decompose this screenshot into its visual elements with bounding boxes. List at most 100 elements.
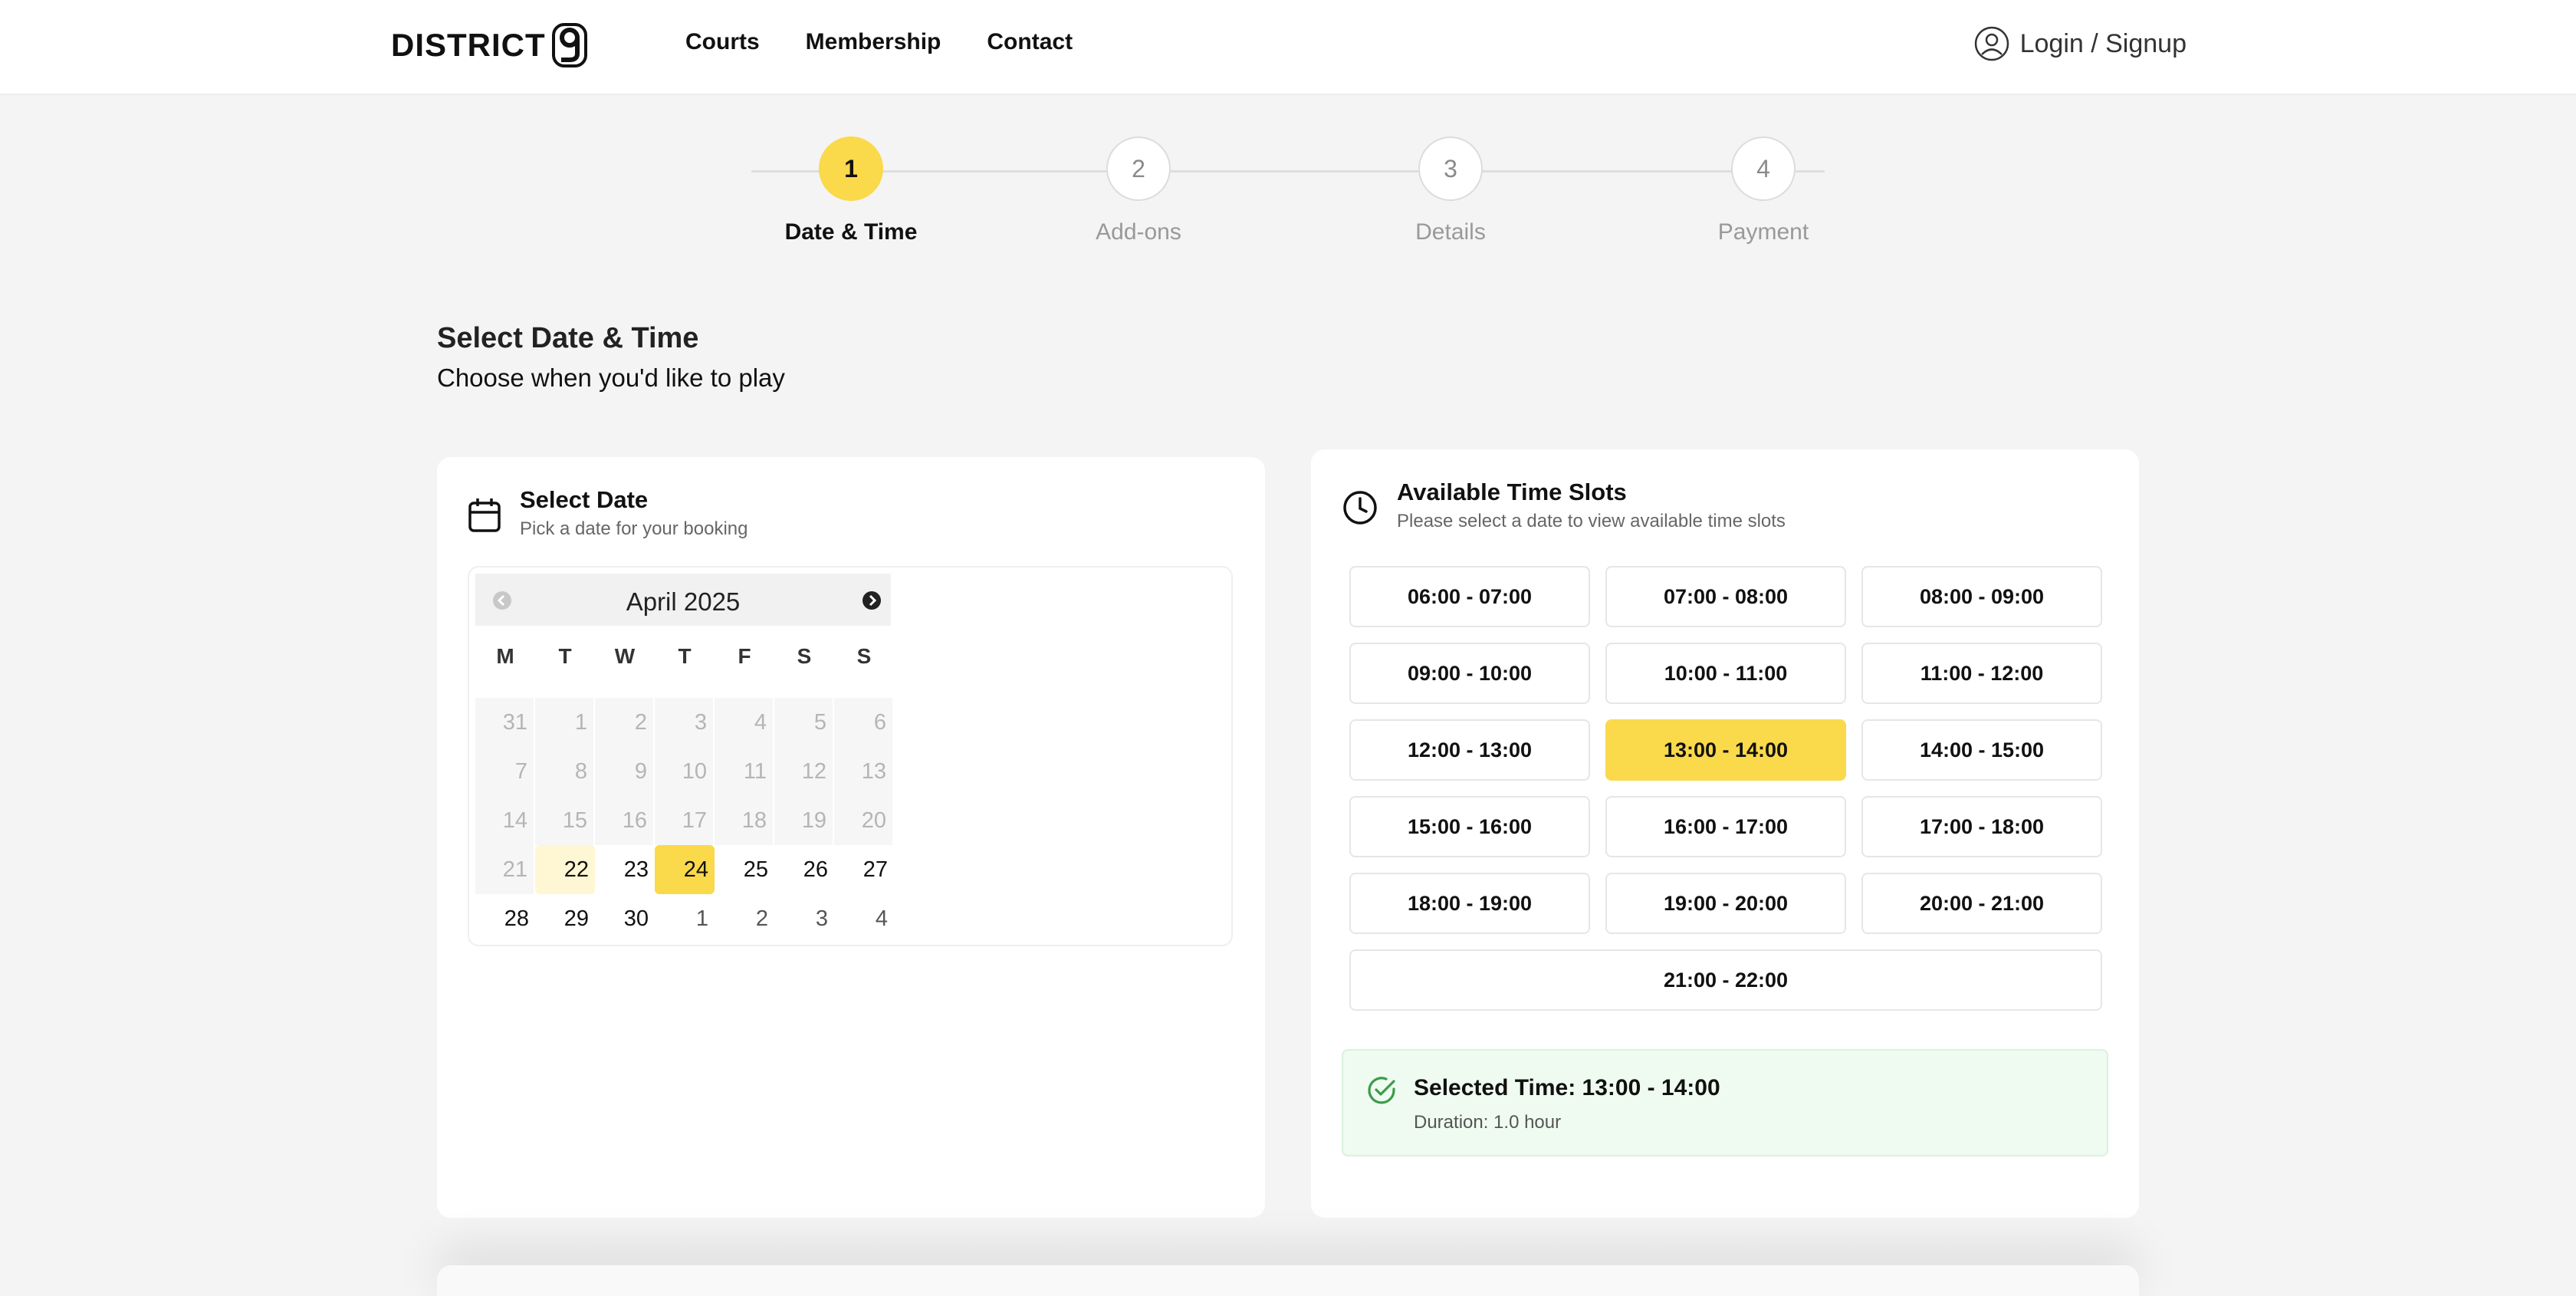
calendar-day-disabled: 18 <box>715 796 773 845</box>
calendar-day-disabled: 11 <box>715 747 773 796</box>
calendar-day-disabled: 15 <box>535 796 593 845</box>
time-slot-button[interactable]: 07:00 - 08:00 <box>1605 566 1846 627</box>
calendar-day[interactable]: 29 <box>564 906 589 931</box>
next-month-icon[interactable] <box>862 590 882 610</box>
login-signup-button[interactable]: Login / Signup <box>1974 26 2187 61</box>
select-date-card: Select Date Pick a date for your booking… <box>437 457 1265 1218</box>
user-circle-icon <box>1974 26 2009 61</box>
step-details[interactable]: 3 Details <box>1351 137 1550 245</box>
weekday-label: W <box>614 644 636 668</box>
calendar-day-disabled: 5 <box>774 698 833 747</box>
weekday-label: S <box>797 644 812 668</box>
calendar-navigation: April 2025 <box>475 574 891 626</box>
site-header: DISTRICT Courts Membership Contact Login… <box>0 0 2576 95</box>
nav-membership[interactable]: Membership <box>805 29 941 54</box>
nav-contact[interactable]: Contact <box>987 29 1073 54</box>
calendar-day[interactable]: 28 <box>504 906 529 931</box>
calendar-day-disabled: 14 <box>475 796 534 845</box>
login-signup-label: Login / Signup <box>2019 28 2187 58</box>
brand-logo[interactable]: DISTRICT <box>391 18 587 72</box>
time-slots-header: Available Time Slots Please select a dat… <box>1342 479 1786 532</box>
time-slot-button[interactable]: 18:00 - 19:00 <box>1349 873 1590 934</box>
calendar-day-disabled: 19 <box>774 796 833 845</box>
nav-courts[interactable]: Courts <box>685 29 760 54</box>
time-slot-button[interactable]: 08:00 - 09:00 <box>1861 566 2102 627</box>
calendar-month-label: April 2025 <box>626 587 741 616</box>
calendar-day[interactable]: 30 <box>623 906 649 931</box>
brand-mark-icon <box>551 23 587 67</box>
weekday-label: T <box>678 644 692 668</box>
selected-time-summary: Selected Time: 13:00 - 14:00 Duration: 1… <box>1342 1049 2108 1156</box>
select-date-subtitle: Pick a date for your booking <box>520 518 748 539</box>
step-label: Add-ons <box>1096 219 1181 245</box>
previous-month-icon[interactable] <box>492 590 512 610</box>
select-date-title: Select Date <box>520 486 649 513</box>
time-slot-grid: 06:00 - 07:00 07:00 - 08:00 08:00 - 09:0… <box>1349 566 2102 1011</box>
calendar-day-disabled: 20 <box>834 796 892 845</box>
step-number: 2 <box>1106 137 1171 201</box>
calendar-icon <box>468 498 501 532</box>
calendar-day-disabled: 31 <box>475 698 534 747</box>
calendar-day-today[interactable]: 22 <box>535 845 595 894</box>
time-slot-button[interactable]: 12:00 - 13:00 <box>1349 719 1590 781</box>
calendar-day-disabled: 13 <box>834 747 892 796</box>
step-number: 4 <box>1731 137 1796 201</box>
time-slot-button[interactable]: 11:00 - 12:00 <box>1861 643 2102 704</box>
calendar-day-disabled: 17 <box>655 796 713 845</box>
time-slot-button[interactable]: 20:00 - 21:00 <box>1861 873 2102 934</box>
time-slots-card: Available Time Slots Please select a dat… <box>1311 449 2139 1218</box>
calendar-day-disabled: 1 <box>535 698 593 747</box>
time-slot-button[interactable]: 21:00 - 22:00 <box>1349 949 2102 1011</box>
calendar-day[interactable]: 26 <box>803 857 828 882</box>
section-subtitle: Choose when you'd like to play <box>437 363 785 392</box>
calendar-day-disabled: 12 <box>774 747 833 796</box>
calendar-day-disabled: 21 <box>475 845 534 894</box>
weekday-label: T <box>558 644 572 668</box>
step-number: 1 <box>819 137 883 201</box>
step-number: 3 <box>1418 137 1483 201</box>
time-slot-button[interactable]: 06:00 - 07:00 <box>1349 566 1590 627</box>
calendar-day[interactable]: 25 <box>743 857 768 882</box>
time-slot-button[interactable]: 15:00 - 16:00 <box>1349 796 1590 857</box>
section-title: Select Date & Time <box>437 322 699 354</box>
time-slot-button[interactable]: 10:00 - 11:00 <box>1605 643 1846 704</box>
calendar-day-next-month[interactable]: 2 <box>755 906 768 931</box>
time-slots-title: Available Time Slots <box>1397 479 1627 505</box>
step-add-ons[interactable]: 2 Add-ons <box>1039 137 1238 245</box>
calendar-day-next-month[interactable]: 4 <box>875 906 888 931</box>
calendar-day-disabled: 3 <box>655 698 713 747</box>
calendar-day-disabled: 9 <box>595 747 653 796</box>
calendar-day-selected[interactable]: 24 <box>655 845 715 894</box>
calendar-day-disabled: 7 <box>475 747 534 796</box>
time-slot-button[interactable]: 16:00 - 17:00 <box>1605 796 1846 857</box>
time-slot-button-selected[interactable]: 13:00 - 14:00 <box>1605 719 1846 781</box>
date-picker-calendar: April 2025 M T W T F S S 31 1 2 3 4 5 6 … <box>468 566 1233 946</box>
calendar-day-disabled: 8 <box>535 747 593 796</box>
calendar-day[interactable]: 23 <box>623 857 649 882</box>
calendar-day-disabled: 2 <box>595 698 653 747</box>
calendar-day-grid: 31 1 2 3 4 5 6 7 8 9 10 11 12 13 14 15 1… <box>475 698 894 943</box>
time-slot-button[interactable]: 09:00 - 10:00 <box>1349 643 1590 704</box>
time-slots-subtitle: Please select a date to view available t… <box>1397 511 1786 531</box>
step-label: Date & Time <box>784 219 918 245</box>
calendar-day-disabled: 4 <box>715 698 773 747</box>
time-slot-button[interactable]: 17:00 - 18:00 <box>1861 796 2102 857</box>
calendar-day-disabled: 16 <box>595 796 653 845</box>
calendar-day-disabled: 6 <box>834 698 892 747</box>
calendar-day-next-month[interactable]: 3 <box>815 906 828 931</box>
next-section-card-edge <box>437 1265 2139 1296</box>
selected-duration-label: Duration: 1.0 hour <box>1414 1112 1562 1133</box>
step-date-time[interactable]: 1 Date & Time <box>751 137 951 245</box>
calendar-day-next-month[interactable]: 1 <box>695 906 708 931</box>
main-nav: Courts Membership Contact <box>685 29 1073 55</box>
brand-name: DISTRICT <box>391 27 546 63</box>
time-slot-button[interactable]: 19:00 - 20:00 <box>1605 873 1846 934</box>
select-date-header: Select Date Pick a date for your booking <box>468 486 748 540</box>
clock-icon <box>1343 491 1377 525</box>
booking-stepper: 1 Date & Time 2 Add-ons 3 Details 4 Paym… <box>751 137 1825 259</box>
step-payment[interactable]: 4 Payment <box>1664 137 1863 245</box>
weekday-label: M <box>496 644 514 668</box>
weekday-label: F <box>738 644 751 668</box>
calendar-day[interactable]: 27 <box>863 857 888 882</box>
time-slot-button[interactable]: 14:00 - 15:00 <box>1861 719 2102 781</box>
